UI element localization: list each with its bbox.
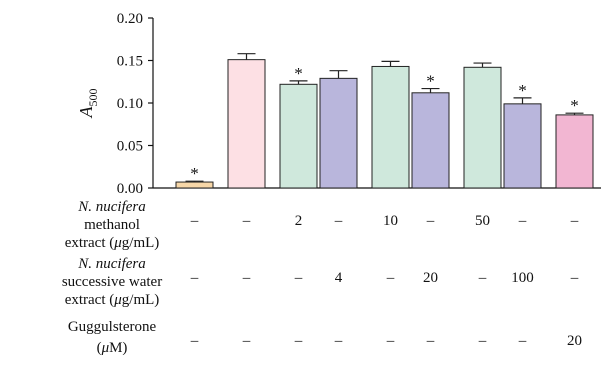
row-label-line: extract (μg/mL) [65, 292, 160, 308]
bar [227, 59, 266, 189]
table-cell: 2 [295, 213, 303, 229]
row-label-line: N. nucifera [77, 199, 146, 215]
table-cell: – [334, 213, 343, 229]
significance-star: * [518, 81, 527, 100]
bar [371, 65, 410, 189]
table-cell: – [478, 270, 487, 286]
y-tick-label: 0.20 [117, 11, 143, 27]
y-tick-label: 0.10 [117, 96, 143, 112]
table-cell: 50 [475, 213, 490, 229]
table-cell: 20 [567, 333, 582, 349]
y-tick-label: 0.05 [117, 139, 143, 155]
bar [463, 66, 502, 189]
table-cell: – [478, 333, 487, 349]
condition-table: N. nucifera methanol extract (μg/mL) – – 2 – 10… [62, 199, 582, 356]
table-cell: – [570, 213, 579, 229]
bar [503, 103, 542, 189]
table-cell: – [518, 333, 527, 349]
table-cell: 20 [423, 270, 438, 286]
bars: * * * * * [175, 53, 594, 189]
table-cell: – [190, 213, 199, 229]
row-label-line: successive water [62, 274, 162, 290]
table-cell: 4 [335, 270, 343, 286]
table-cell: – [334, 333, 343, 349]
table-cell: – [386, 270, 395, 286]
table-cell: 10 [383, 213, 398, 229]
bar [279, 83, 318, 189]
row-label-line: extract (μg/mL) [65, 235, 160, 251]
table-cell: – [570, 270, 579, 286]
bar [411, 92, 450, 189]
row-label-line: methanol [84, 217, 140, 233]
significance-star: * [570, 96, 579, 115]
significance-star: * [190, 164, 199, 183]
significance-star: * [294, 64, 303, 83]
table-cell: – [386, 333, 395, 349]
row-label-line: (μM) [97, 340, 128, 356]
table-cell: – [242, 333, 251, 349]
y-axis-label: A500 [76, 89, 100, 119]
table-cell: – [518, 213, 527, 229]
y-tick-label: 0.00 [117, 181, 143, 197]
row-label-line: N. nucifera [77, 256, 146, 272]
table-cell: – [426, 213, 435, 229]
table-cell: – [242, 270, 251, 286]
table-cell: – [426, 333, 435, 349]
table-cell: – [190, 270, 199, 286]
y-tick-label: 0.15 [117, 54, 143, 70]
table-cell: – [242, 213, 251, 229]
table-cell: – [294, 270, 303, 286]
row-label-line: Guggulsterone [68, 319, 157, 335]
table-cell: 100 [511, 270, 534, 286]
table-cell: – [190, 333, 199, 349]
table-cell: – [294, 333, 303, 349]
bar [555, 114, 594, 189]
significance-star: * [426, 72, 435, 91]
bar [319, 77, 358, 189]
